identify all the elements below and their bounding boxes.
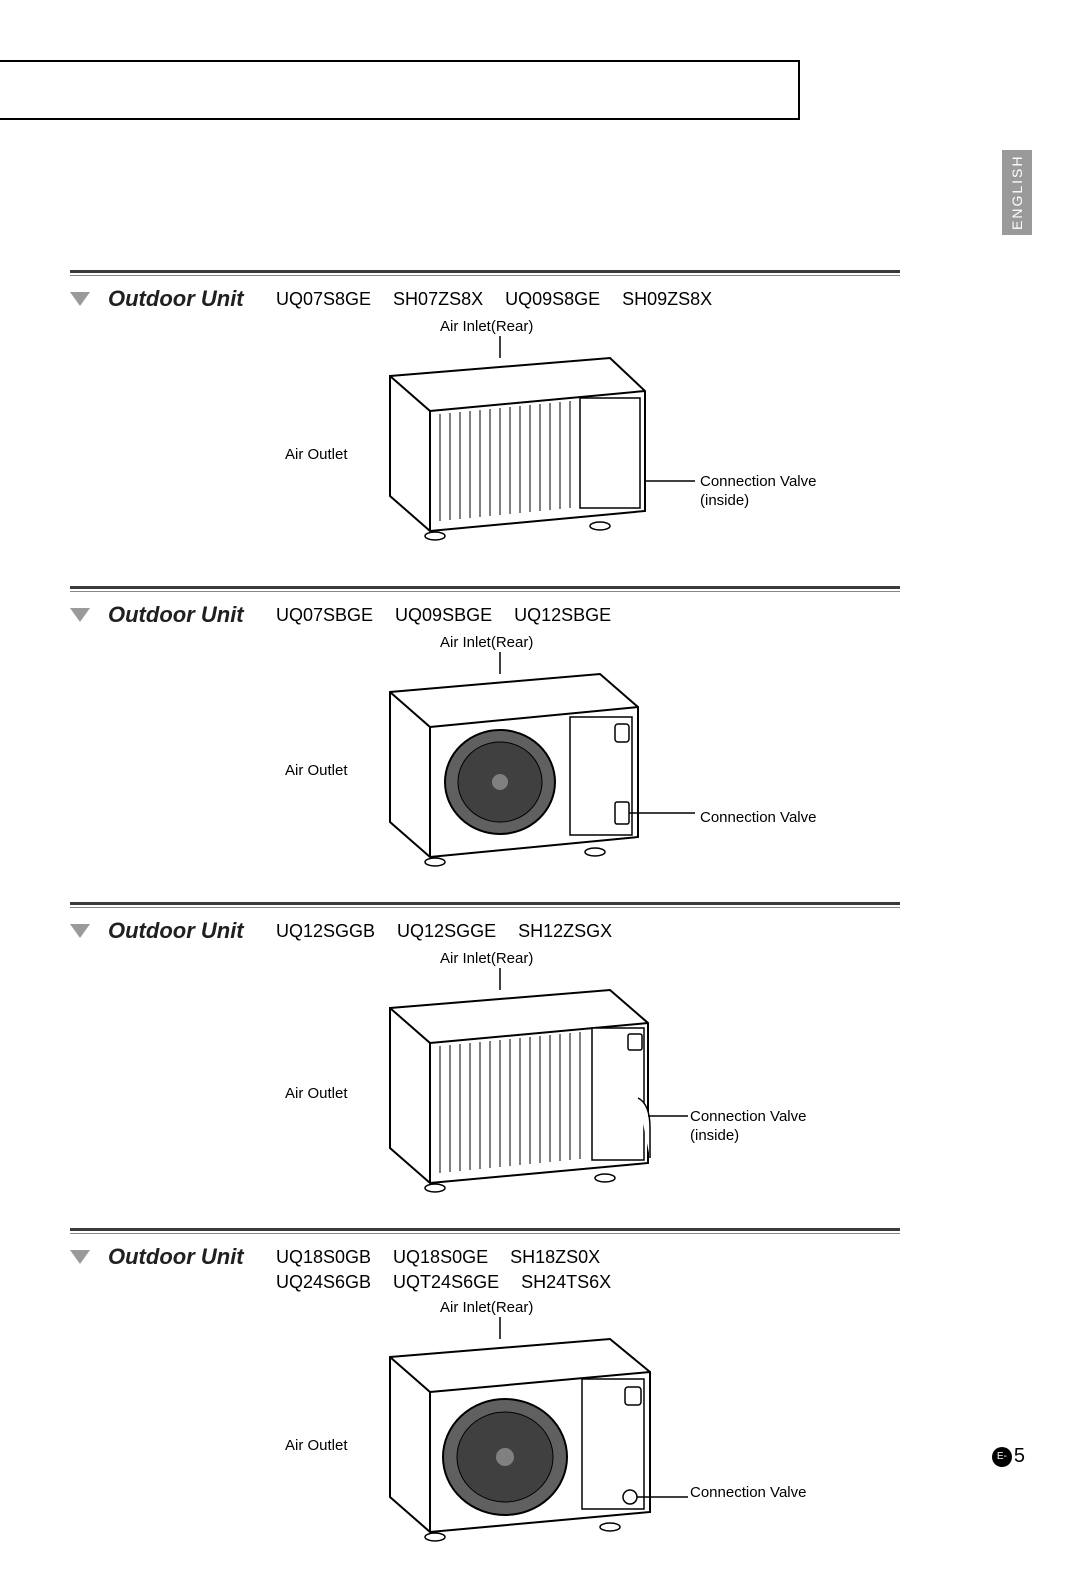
outdoor-unit-illustration — [370, 968, 730, 1208]
model-code: UQ09S8GE — [505, 289, 600, 310]
air-inlet-label: Air Inlet(Rear) — [440, 318, 533, 335]
section-rule — [70, 270, 900, 276]
air-outlet-label: Air Outlet — [285, 1437, 348, 1454]
model-list: UQ12SGGB UQ12SGGE SH12ZSGX — [276, 918, 612, 942]
content-area: Outdoor Unit UQ07S8GE SH07ZS8X UQ09S8GE … — [70, 270, 900, 1577]
air-inlet-label: Air Inlet(Rear) — [440, 950, 533, 967]
air-outlet-label: Air Outlet — [285, 446, 348, 463]
page: ENGLISH Outdoor Unit UQ07S8GE SH07ZS8X U… — [0, 0, 1080, 1510]
air-inlet-label: Air Inlet(Rear) — [440, 634, 533, 651]
section-rule — [70, 586, 900, 592]
model-code: UQ18S0GE — [393, 1247, 488, 1268]
page-number-value: 5 — [1014, 1445, 1025, 1468]
model-code: SH12ZSGX — [518, 921, 612, 942]
section-title: Outdoor Unit — [108, 918, 258, 944]
outdoor-unit-illustration — [370, 1317, 730, 1557]
section-header: Outdoor Unit UQ07S8GE SH07ZS8X UQ09S8GE … — [70, 286, 900, 312]
section-rule — [70, 902, 900, 908]
diagram: Air Inlet(Rear) Air Outlet Connection Va… — [70, 950, 900, 1210]
outdoor-unit-illustration — [370, 652, 730, 882]
air-outlet-label: Air Outlet — [285, 1085, 348, 1102]
model-list: UQ07SBGE UQ09SBGE UQ12SBGE — [276, 602, 611, 626]
model-code: UQ12SGGE — [397, 921, 496, 942]
section-header: Outdoor Unit UQ12SGGB UQ12SGGE SH12ZSGX — [70, 918, 900, 944]
section-outdoor-unit-3: Outdoor Unit UQ12SGGB UQ12SGGE SH12ZSGX … — [70, 902, 900, 1210]
triangle-icon — [70, 1250, 90, 1264]
section-header: Outdoor Unit UQ07SBGE UQ09SBGE UQ12SBGE — [70, 602, 900, 628]
diagram: Air Inlet(Rear) Air Outlet Connection Va… — [70, 634, 900, 884]
diagram: Air Inlet(Rear) Air Outlet Connection Va… — [70, 318, 900, 568]
model-code: UQ09SBGE — [395, 605, 492, 626]
top-rule-box — [0, 60, 800, 120]
model-code: UQ07SBGE — [276, 605, 373, 626]
model-code: SH07ZS8X — [393, 289, 483, 310]
section-outdoor-unit-4: Outdoor Unit UQ18S0GB UQ18S0GE SH18ZS0X … — [70, 1228, 900, 1559]
section-outdoor-unit-2: Outdoor Unit UQ07SBGE UQ09SBGE UQ12SBGE … — [70, 586, 900, 884]
diagram: Air Inlet(Rear) Air Outlet Connection Va… — [70, 1299, 900, 1559]
section-title: Outdoor Unit — [108, 286, 258, 312]
model-code: UQ07S8GE — [276, 289, 371, 310]
section-rule — [70, 1228, 900, 1234]
model-code: UQ18S0GB — [276, 1247, 371, 1268]
model-code: UQ12SBGE — [514, 605, 611, 626]
model-code: UQ24S6GB — [276, 1272, 371, 1293]
model-list: UQ07S8GE SH07ZS8X UQ09S8GE SH09ZS8X — [276, 286, 712, 310]
section-header: Outdoor Unit UQ18S0GB UQ18S0GE SH18ZS0X … — [70, 1244, 900, 1293]
model-code: SH24TS6X — [521, 1272, 611, 1293]
model-code: SH09ZS8X — [622, 289, 712, 310]
page-prefix-badge: E- — [992, 1447, 1012, 1467]
section-title: Outdoor Unit — [108, 602, 258, 628]
air-outlet-label: Air Outlet — [285, 762, 348, 779]
model-list: UQ18S0GB UQ18S0GE SH18ZS0X UQ24S6GB UQT2… — [276, 1244, 696, 1293]
triangle-icon — [70, 292, 90, 306]
section-title: Outdoor Unit — [108, 1244, 258, 1270]
section-outdoor-unit-1: Outdoor Unit UQ07S8GE SH07ZS8X UQ09S8GE … — [70, 270, 900, 568]
model-code: UQT24S6GE — [393, 1272, 499, 1293]
air-inlet-label: Air Inlet(Rear) — [440, 1299, 533, 1316]
language-tab: ENGLISH — [1002, 150, 1032, 235]
model-code: SH18ZS0X — [510, 1247, 600, 1268]
triangle-icon — [70, 608, 90, 622]
outdoor-unit-illustration — [370, 336, 730, 556]
triangle-icon — [70, 924, 90, 938]
model-code: UQ12SGGB — [276, 921, 375, 942]
page-number: E- 5 — [992, 1445, 1025, 1468]
